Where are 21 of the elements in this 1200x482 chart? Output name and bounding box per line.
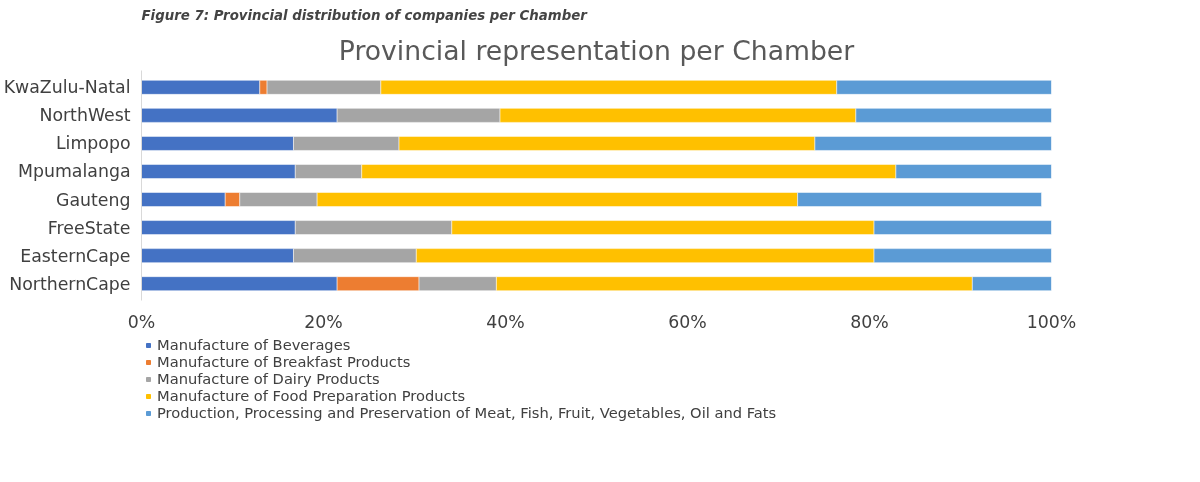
x-tick-label: 20% <box>304 311 343 332</box>
x-tick-label: 0% <box>127 311 156 332</box>
y-tick-label: KwaZulu-Natal <box>3 77 131 98</box>
legend-label: Manufacture of Breakfast Products <box>157 353 411 370</box>
x-tick-label: 60% <box>668 311 707 332</box>
y-tick-label: EasternCape <box>20 245 131 266</box>
x-tick-label: 40% <box>486 311 525 332</box>
legend-label: Manufacture of Food Preparation Products <box>157 387 466 404</box>
x-tick-label: 80% <box>850 311 889 332</box>
y-tick-label: FreeState <box>47 217 131 238</box>
y-tick-label: NorthernCape <box>9 273 131 294</box>
y-tick-label: Limpopo <box>55 133 131 154</box>
legend-label: Manufacture of Dairy Products <box>157 370 380 387</box>
y-tick-label: Gauteng <box>56 189 131 210</box>
chart-title: Provincial representation per Chamber <box>338 34 855 66</box>
y-tick-label: NorthWest <box>39 105 131 126</box>
legend-label: Manufacture of Beverages <box>157 336 351 353</box>
x-tick-label: 100% <box>1026 311 1077 332</box>
caption: Figure 7: Provincial distribution of companies per Chamber <box>141 7 589 23</box>
legend-label: Production, Processing and Preservation of Meat, Fish, Fruit, Vegetables, Oil and Fats <box>157 404 777 421</box>
y-tick-label: Mpumalanga <box>18 161 131 182</box>
